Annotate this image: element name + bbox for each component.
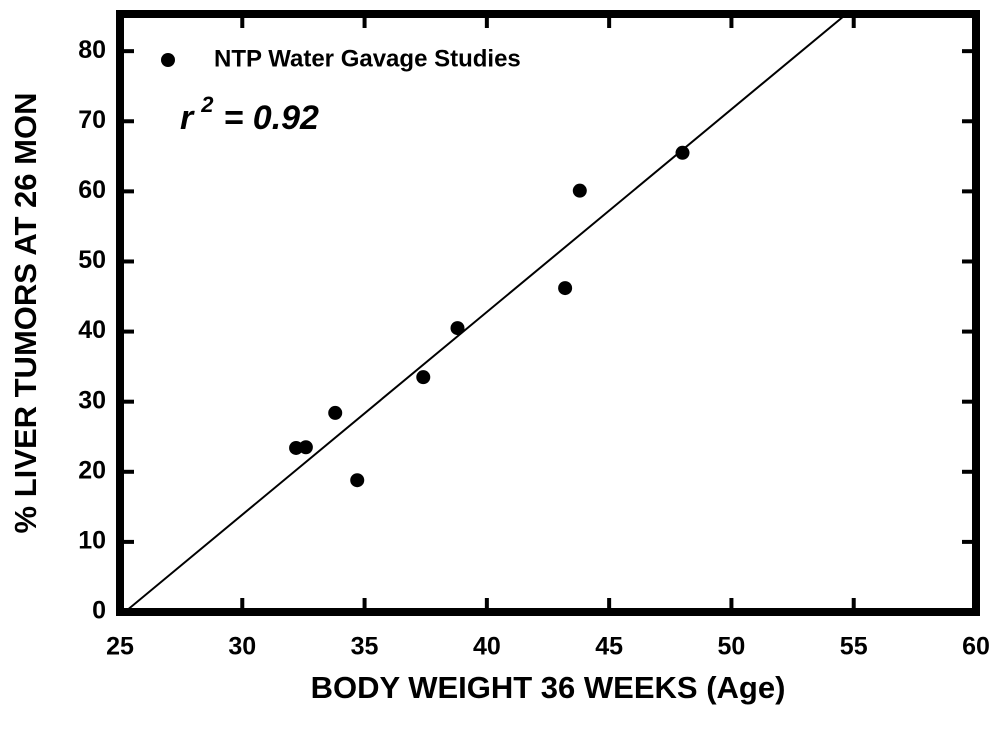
fit-line <box>124 14 848 612</box>
point <box>675 145 690 160</box>
x-tick-label: 50 <box>718 633 746 661</box>
y-tick-label: 70 <box>78 106 106 134</box>
x-tick-label: 35 <box>351 633 379 661</box>
y-tick-label: 80 <box>78 36 106 64</box>
point <box>416 370 431 385</box>
x-axis-title: BODY WEIGHT 36 WEEKS (Age) <box>311 670 786 705</box>
y-tick-label: 20 <box>78 456 106 484</box>
point <box>572 183 587 198</box>
annotation-base: r <box>180 99 195 137</box>
x-tick-label: 40 <box>473 633 501 661</box>
y-tick-label: 10 <box>78 527 106 555</box>
point <box>558 281 573 296</box>
point <box>328 405 343 420</box>
point <box>350 473 365 488</box>
y-tick-label: 50 <box>78 246 106 274</box>
y-tick-label: 0 <box>92 597 106 625</box>
x-tick-label: 60 <box>962 633 990 661</box>
annotation: r 2 = 0.92 <box>180 92 319 137</box>
y-tick-label: 60 <box>78 176 106 204</box>
annotation-rest: = 0.92 <box>223 99 319 137</box>
annotation-superscript: 2 <box>200 92 214 117</box>
plot-frame <box>116 10 980 616</box>
point <box>298 440 313 455</box>
point <box>450 321 465 336</box>
x-tick-label: 30 <box>228 633 256 661</box>
x-tick-label: 45 <box>595 633 623 661</box>
legend-label: NTP Water Gavage Studies <box>214 45 521 72</box>
y-axis-title: % LIVER TUMORS AT 26 MON <box>8 93 43 534</box>
y-tick-label: 30 <box>78 386 106 414</box>
y-tick-label: 40 <box>78 316 106 344</box>
legend-marker <box>161 53 175 67</box>
x-tick-label: 55 <box>840 633 868 661</box>
x-tick-label: 25 <box>106 633 134 661</box>
